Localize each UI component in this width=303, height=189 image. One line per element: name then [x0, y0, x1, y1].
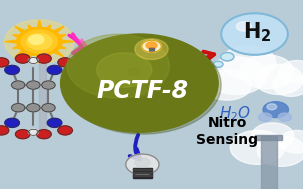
Circle shape — [58, 126, 72, 135]
Circle shape — [149, 74, 160, 81]
Polygon shape — [15, 26, 27, 34]
Circle shape — [15, 54, 30, 63]
Circle shape — [5, 65, 19, 74]
Circle shape — [17, 27, 62, 56]
Circle shape — [255, 64, 303, 94]
Circle shape — [58, 58, 72, 67]
Circle shape — [208, 70, 216, 74]
Text: Nitro: Nitro — [208, 116, 247, 130]
Circle shape — [28, 129, 38, 135]
Polygon shape — [60, 40, 74, 43]
Bar — [149, 47, 154, 51]
Circle shape — [258, 113, 272, 121]
Circle shape — [128, 68, 139, 75]
Bar — [133, 175, 152, 176]
Circle shape — [37, 130, 51, 139]
Circle shape — [239, 55, 294, 89]
Circle shape — [221, 45, 276, 79]
Circle shape — [27, 104, 40, 112]
Circle shape — [126, 154, 159, 175]
Circle shape — [206, 57, 267, 94]
Bar — [255, 135, 282, 140]
Circle shape — [142, 40, 161, 52]
Polygon shape — [57, 45, 66, 48]
Circle shape — [230, 130, 285, 164]
Text: $\mathbf{H_2}$: $\mathbf{H_2}$ — [243, 20, 272, 44]
Text: Sensing: Sensing — [196, 133, 258, 147]
Circle shape — [263, 102, 288, 118]
Circle shape — [47, 65, 62, 74]
Circle shape — [221, 53, 234, 61]
Circle shape — [28, 57, 38, 64]
Bar — [133, 172, 152, 173]
Circle shape — [135, 39, 168, 60]
Circle shape — [15, 130, 30, 139]
Circle shape — [273, 74, 303, 96]
Bar — [149, 48, 154, 49]
Circle shape — [251, 123, 294, 149]
Text: PCTF-8: PCTF-8 — [96, 79, 188, 103]
Circle shape — [47, 118, 62, 127]
Circle shape — [258, 136, 303, 166]
Circle shape — [67, 34, 169, 98]
Circle shape — [221, 13, 288, 55]
Polygon shape — [57, 35, 66, 38]
Circle shape — [61, 34, 218, 132]
Circle shape — [278, 113, 291, 121]
Bar — [39, 53, 46, 136]
Polygon shape — [5, 40, 19, 43]
Circle shape — [236, 22, 251, 31]
Circle shape — [5, 20, 74, 63]
Polygon shape — [13, 45, 22, 48]
Circle shape — [116, 80, 127, 87]
Circle shape — [213, 61, 223, 67]
Circle shape — [42, 104, 55, 112]
Polygon shape — [28, 53, 34, 58]
Circle shape — [12, 104, 25, 112]
Circle shape — [64, 36, 221, 134]
Circle shape — [12, 81, 25, 89]
Bar — [133, 168, 152, 178]
Text: $\mathit{H_2O}$: $\mathit{H_2O}$ — [219, 104, 251, 123]
Polygon shape — [15, 50, 27, 57]
Polygon shape — [52, 26, 64, 34]
Bar — [133, 169, 152, 170]
Polygon shape — [37, 20, 42, 29]
Polygon shape — [28, 25, 34, 30]
Circle shape — [5, 118, 19, 127]
Circle shape — [146, 42, 157, 49]
Circle shape — [37, 54, 51, 63]
Circle shape — [140, 89, 151, 96]
Circle shape — [27, 81, 40, 89]
Circle shape — [0, 58, 9, 67]
Circle shape — [0, 126, 9, 135]
Circle shape — [279, 60, 303, 83]
Polygon shape — [45, 25, 50, 30]
Circle shape — [203, 70, 251, 100]
Polygon shape — [45, 53, 50, 58]
Polygon shape — [13, 35, 22, 38]
Circle shape — [21, 30, 58, 53]
Circle shape — [267, 104, 277, 110]
Bar — [261, 136, 277, 189]
Polygon shape — [52, 50, 64, 57]
Circle shape — [42, 81, 55, 89]
Circle shape — [279, 130, 303, 153]
Circle shape — [135, 158, 150, 167]
Polygon shape — [37, 54, 42, 63]
Circle shape — [97, 53, 152, 87]
Circle shape — [29, 35, 44, 44]
Circle shape — [27, 34, 52, 50]
